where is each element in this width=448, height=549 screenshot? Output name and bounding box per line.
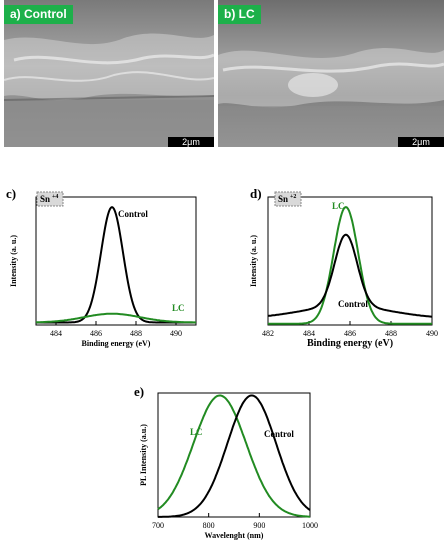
x-axis-label: Binding energy (eV) (307, 338, 393, 349)
x-tick-label: 486 (344, 329, 356, 338)
series-line-control (267, 233, 433, 318)
sem-texture-lc (218, 0, 444, 147)
scale-bar-a: 2μm (168, 137, 214, 147)
series-line-control (158, 394, 311, 518)
series-line-lc (35, 312, 196, 324)
series-label-lc: LC (332, 201, 345, 211)
series-line-control (36, 205, 196, 324)
panel-a-tag: a) Control (4, 5, 73, 24)
sem-image-lc: b) LC 2μm (218, 0, 444, 147)
x-tick-label: 490 (426, 329, 438, 338)
x-tick-label: 484 (50, 329, 62, 338)
oxidation-state-badge: Sn +4 (36, 191, 64, 207)
series-label-control: Control (338, 299, 368, 309)
badge-superscript: +4 (52, 194, 58, 200)
x-tick-label: 700 (152, 521, 164, 530)
x-tick-label: 488 (130, 329, 142, 338)
series-label-control: Control (264, 429, 294, 439)
x-axis-label: Binding energy (eV) (82, 339, 151, 348)
oxidation-state-badge: Sn +2 (274, 191, 302, 207)
panel-b-tag: b) LC (218, 5, 261, 24)
x-axis-label: Wavelenght (nm) (205, 531, 264, 540)
x-tick-label: 800 (203, 521, 215, 530)
series-line-lc (268, 206, 432, 325)
chart-d: 482 484 486 488 490 Binding energy (eV) Intens… (249, 191, 438, 349)
series-line-lc (157, 394, 311, 518)
badge-superscript: +2 (290, 194, 296, 200)
sem-texture-control (4, 0, 214, 147)
x-tick-label: 484 (303, 329, 315, 338)
x-tick-label: 900 (253, 521, 265, 530)
panel-d-label: d) (250, 186, 262, 201)
scale-bar-b: 2μm (398, 137, 444, 147)
plot-frame (157, 392, 311, 518)
badge-text: Sn (278, 194, 288, 204)
x-tick-label: 490 (170, 329, 182, 338)
series-label-lc: LC (190, 427, 203, 437)
x-tick-label: 1000 (302, 521, 318, 530)
sem-image-control: a) Control 2μm (4, 0, 214, 147)
panel-e-label: e) (134, 384, 145, 399)
y-axis-label: Intensity (a. u.) (9, 235, 18, 287)
y-axis-label: PL Intensity (a.u.) (139, 424, 148, 486)
series-label-control: Control (118, 209, 148, 219)
series-label-lc: LC (172, 303, 185, 313)
panel-c-label: c) (6, 186, 17, 201)
x-tick-label: 486 (90, 329, 102, 338)
chart-c: 484 486 488 490 Binding energy (eV) Intensity… (9, 191, 197, 348)
x-tick-label: 482 (262, 329, 274, 338)
chart-e: 700 800 900 1000 Wavelenght (nm) PL Intensity… (139, 392, 318, 540)
y-axis-label: Intensity (a. u.) (249, 235, 258, 287)
x-tick-label: 488 (385, 329, 397, 338)
badge-text: Sn (40, 194, 50, 204)
plot-frame (35, 196, 197, 326)
